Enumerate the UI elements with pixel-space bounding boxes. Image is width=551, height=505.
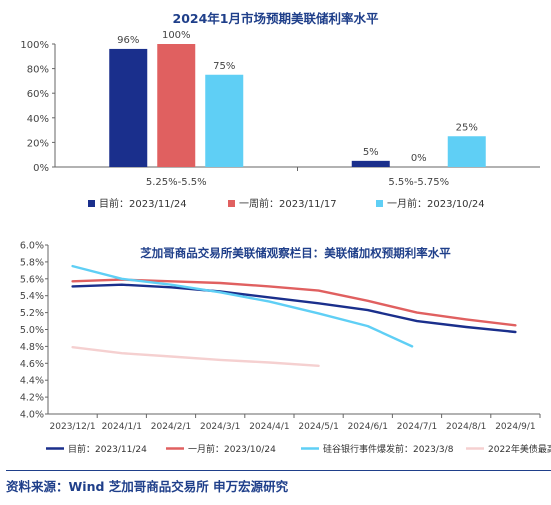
data-label: 0% <box>411 153 427 164</box>
bar <box>205 74 244 167</box>
y-tick-label: 4.0% <box>20 410 44 421</box>
series-line <box>71 346 320 367</box>
line-chart-title: 芝加哥商品交易所美联储观察栏目：美联储加权预期利率水平 <box>140 246 451 260</box>
data-label: 100% <box>162 30 191 41</box>
legend-label: 2022年美债最高点 <box>488 443 551 455</box>
y-tick-label: 5.4% <box>20 291 44 302</box>
x-tick-label: 2024/2/1 <box>151 422 191 432</box>
bar <box>351 160 390 167</box>
x-tick-label: 2024/3/1 <box>200 422 240 432</box>
category-label: 5.5%-5.75% <box>388 177 449 188</box>
x-tick-label: 2024/6/1 <box>348 422 388 432</box>
footer-divider <box>6 470 551 471</box>
legend-swatch <box>228 200 235 207</box>
bar <box>157 44 196 167</box>
x-tick-label: 2024/7/1 <box>397 422 437 432</box>
legend-label: 硅谷银行事件爆发前：2023/3/8 <box>323 443 454 455</box>
category-label: 5.25%-5.5% <box>146 177 207 188</box>
x-tick-label: 2023/12/1 <box>50 422 96 432</box>
legend-label: 一月前：2023/10/24 <box>188 443 276 455</box>
y-tick-label: 100% <box>20 40 49 51</box>
y-tick-label: 4.2% <box>20 393 44 404</box>
y-tick-label: 20% <box>27 138 49 149</box>
legend-swatch <box>376 200 383 207</box>
y-tick-label: 6.0% <box>20 241 44 252</box>
data-label: 96% <box>117 35 139 46</box>
legend-label: 目前：2023/11/24 <box>99 197 187 210</box>
data-label: 25% <box>456 122 478 133</box>
bar-chart-title: 2024年1月市场预期美联储利率水平 <box>172 11 379 26</box>
x-tick-label: 2024/8/1 <box>446 422 486 432</box>
y-tick-label: 5.8% <box>20 257 44 268</box>
series-line <box>71 283 517 334</box>
y-tick-label: 4.6% <box>20 359 44 370</box>
y-tick-label: 5.6% <box>20 274 44 285</box>
legend-label: 一周前：2023/11/17 <box>239 197 337 210</box>
series-line <box>71 264 414 348</box>
legend-label: 一月前：2023/10/24 <box>387 197 485 210</box>
y-tick-label: 60% <box>27 89 49 100</box>
bar <box>109 48 148 167</box>
x-tick-label: 2024/9/1 <box>495 422 535 432</box>
y-tick-label: 40% <box>27 114 49 125</box>
x-tick-label: 2024/4/1 <box>249 422 289 432</box>
data-label: 75% <box>213 61 235 72</box>
bar <box>447 136 486 167</box>
data-label: 5% <box>363 147 379 158</box>
x-tick-label: 2024/5/1 <box>298 422 338 432</box>
y-tick-label: 5.2% <box>20 308 44 319</box>
legend-label: 目前：2023/11/24 <box>68 443 147 455</box>
series-line <box>71 278 517 327</box>
x-tick-label: 2024/1/1 <box>102 422 142 432</box>
y-tick-label: 80% <box>27 65 49 76</box>
y-tick-label: 4.4% <box>20 376 44 387</box>
legend-swatch <box>88 200 95 207</box>
source-note: 资料来源：Wind 芝加哥商品交易所 申万宏源研究 <box>6 479 289 494</box>
y-tick-label: 0% <box>33 163 49 174</box>
y-tick-label: 5.0% <box>20 325 44 336</box>
y-tick-label: 4.8% <box>20 342 44 353</box>
